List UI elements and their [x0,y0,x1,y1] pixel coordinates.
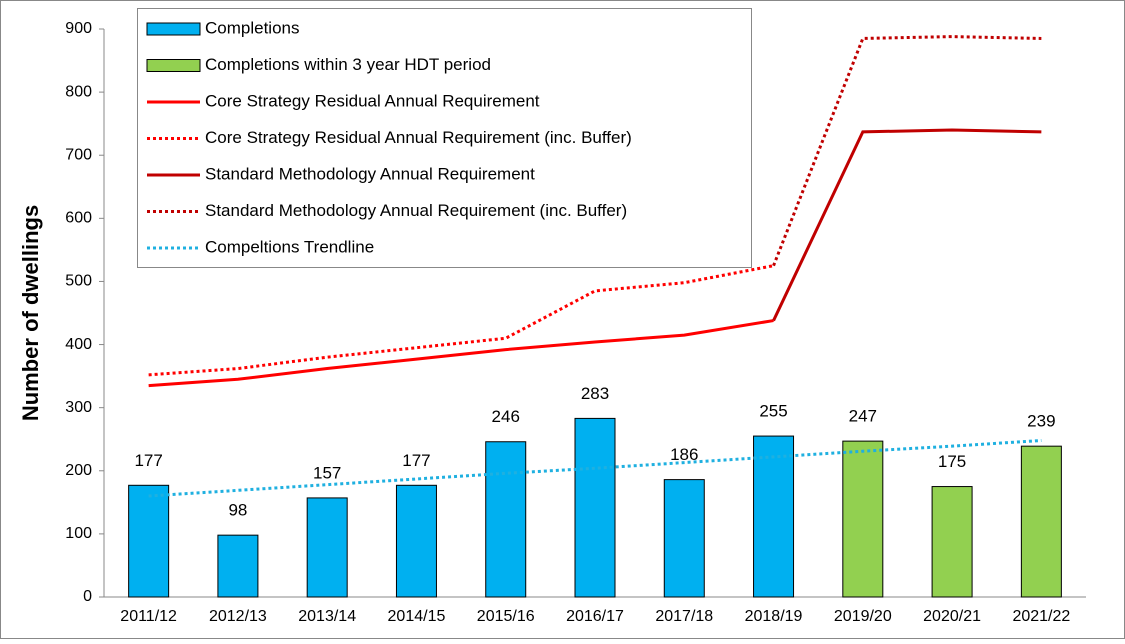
legend-box [137,8,752,268]
bar [1020,445,1062,598]
y-tick-label: 0 [83,588,92,605]
y-axis-label: Number of dwellings [18,205,43,421]
x-tick-label: 2014/15 [388,608,446,625]
bar [485,441,527,598]
legend-swatch [146,59,201,72]
legend-label: Core Strategy Residual Annual Requiremen… [205,91,540,110]
data-label: 283 [581,384,609,403]
line [148,319,774,388]
y-tick-label: 800 [65,83,92,100]
y-tick-label: 500 [65,273,92,290]
data-label: 186 [670,445,698,464]
y-tick-label: 600 [65,210,92,227]
x-tick-label: 2021/22 [1012,608,1070,625]
line [148,438,1042,498]
bar [395,484,437,598]
bar [842,440,884,598]
x-tick-label: 2017/18 [655,608,713,625]
x-tick-label: 2013/14 [298,608,356,625]
legend-label: Standard Methodology Annual Requirement [205,164,535,183]
x-tick-label: 2018/19 [745,608,803,625]
line [772,35,1042,267]
legend-label: Completions [205,18,300,37]
data-label: 98 [228,501,247,520]
x-tick-label: 2011/12 [120,608,177,625]
legend-label: Core Strategy Residual Annual Requiremen… [205,128,632,147]
y-tick-label: 100 [65,525,92,542]
data-label: 246 [492,407,520,426]
y-tick-label: 400 [65,336,92,353]
data-label: 157 [313,463,341,482]
bar [128,484,170,598]
bar [663,479,705,598]
legend-label: Standard Methodology Annual Requirement … [205,201,627,220]
bar [753,435,795,598]
x-tick-label: 2016/17 [566,608,624,625]
data-label: 247 [849,407,877,426]
y-tick-label: 200 [65,462,92,479]
data-label: 177 [402,451,430,470]
x-tick-label: 2019/20 [834,608,892,625]
data-label: 239 [1027,412,1055,431]
bar [306,497,348,598]
x-tick-label: 2015/16 [477,608,535,625]
line [772,128,1042,322]
y-tick-label: 700 [65,146,92,163]
bar [574,417,616,598]
data-label: 177 [134,451,162,470]
data-label: 175 [938,452,966,471]
x-tick-label: 2020/21 [923,608,981,625]
bar [931,486,973,598]
line [148,264,774,377]
data-label: 255 [759,402,787,421]
legend-label: Completions within 3 year HDT period [205,55,491,74]
bar [217,534,259,598]
y-tick-label: 300 [65,399,92,416]
legend-swatch [146,22,201,36]
legend-label: Compeltions Trendline [205,237,374,256]
y-tick-label: 900 [65,20,92,37]
x-tick-label: 2012/13 [209,608,267,625]
